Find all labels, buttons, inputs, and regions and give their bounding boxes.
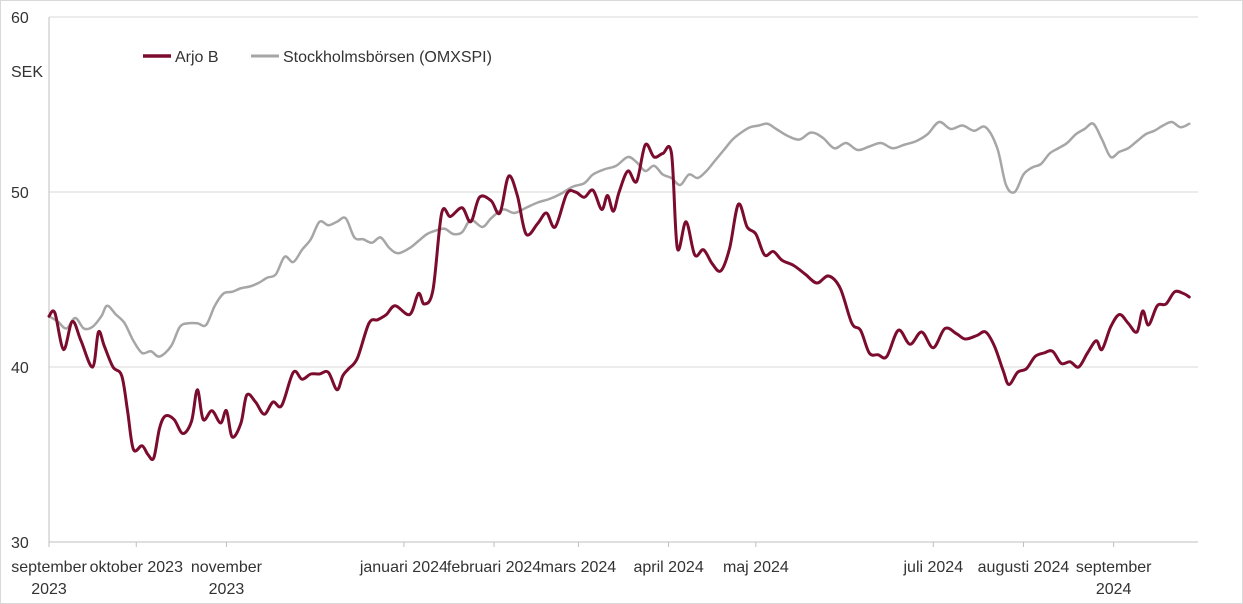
x-tick-label-2-line-1: 2023 [209, 581, 245, 598]
x-tick-label-10-line-0: september [1076, 559, 1152, 576]
axis-layer: 30 40 50 60 september 2023 oktober 2023 novembe… [11, 10, 1198, 598]
x-tick-label-6: april 2024 [633, 559, 703, 576]
x-tick-label-4: februari 2024 [447, 559, 541, 576]
y-tick-label-50: 50 [11, 185, 29, 202]
series-line-arjo-b [47, 142, 1191, 462]
y-tick-label-30: 30 [11, 535, 29, 552]
x-tick-label-7: maj 2024 [723, 559, 789, 576]
x-tick-label-8: juli 2024 [902, 559, 963, 576]
x-tick-label-5: mars 2024 [541, 559, 617, 576]
x-tick-label-9: augusti 2024 [978, 559, 1070, 576]
x-tick-label-0-line-0: september [11, 559, 87, 576]
grid-layer [49, 16, 1198, 368]
x-tick-label-10-line-1: 2024 [1096, 581, 1132, 598]
y-tick-label-60: 60 [11, 10, 29, 27]
x-tick-label-0-line-1: 2023 [31, 581, 67, 598]
series-layer [47, 120, 1191, 462]
legend-label-arjo: Arjo B [175, 49, 219, 66]
x-tick-label-3: januari 2024 [359, 559, 448, 576]
legend-label-omxspi: Stockholmsbörsen (OMXSPI) [283, 49, 492, 66]
y-unit-label: SEK [11, 64, 43, 81]
x-tick-label-1: oktober 2023 [90, 559, 184, 576]
x-tick-label-2-line-0: november [191, 559, 263, 576]
series-line-omxspi [47, 120, 1191, 358]
y-tick-label-40: 40 [11, 360, 29, 377]
legend: Arjo B Stockholmsbörsen (OMXSPI) [143, 49, 492, 66]
